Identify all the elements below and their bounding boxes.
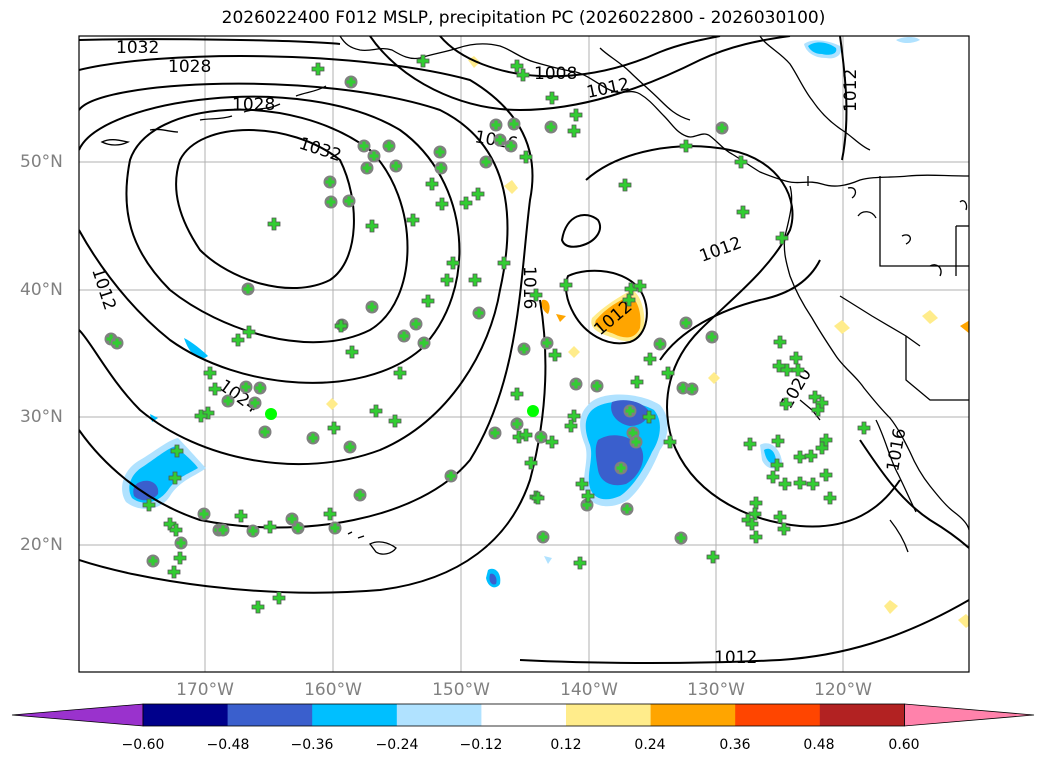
colorbar-tick: 0.48 xyxy=(803,737,835,753)
lat-label-20n: 20°N xyxy=(20,535,63,555)
isobar-label: 1028 xyxy=(168,57,211,77)
colorbar-segment xyxy=(481,704,567,726)
colorbar-segment xyxy=(227,704,313,726)
lon-label-130w: 130°W xyxy=(687,680,745,700)
colorbar-tick: −0.12 xyxy=(459,737,503,753)
station-markers xyxy=(104,54,871,614)
precipitation-shading xyxy=(122,37,969,628)
lon-label-150w: 150°W xyxy=(432,680,490,700)
colorbar-segment xyxy=(143,704,229,726)
map-layer: 1032 1028 1028 1032 1008 1012 1012 1012 … xyxy=(79,36,969,672)
lat-label-50n: 50°N xyxy=(20,152,63,172)
colorbar-tick: 0.36 xyxy=(719,737,751,753)
isobar-label: 1012 xyxy=(714,648,757,668)
lat-label-40n: 40°N xyxy=(20,280,63,300)
lon-label-140w: 140°W xyxy=(560,680,618,700)
isobar-label: 1012 xyxy=(841,69,861,112)
colorbar-extend-high xyxy=(904,703,1035,727)
lon-label-120w: 120°W xyxy=(814,680,872,700)
colorbar-segment xyxy=(819,704,905,726)
highlighted-station-marker xyxy=(527,405,539,417)
isobar-contours xyxy=(79,36,969,664)
colorbar-frame xyxy=(142,703,905,727)
colorbar-segment xyxy=(735,704,821,726)
colorbar-tick: −0.24 xyxy=(375,737,419,753)
colorbar-tick: −0.36 xyxy=(290,737,334,753)
colorbar-segment xyxy=(396,704,482,726)
lon-label-170w: 170°W xyxy=(176,680,234,700)
lat-label-30n: 30°N xyxy=(20,407,63,427)
colorbar-segment xyxy=(312,704,398,726)
colorbar-segments xyxy=(11,703,1035,727)
map-frame xyxy=(78,35,970,673)
colorbar-tick: −0.60 xyxy=(121,737,165,753)
isobar-label: 1028 xyxy=(232,95,275,115)
colorbar-tick: 0.60 xyxy=(888,737,920,753)
highlighted-station-marker xyxy=(265,408,277,420)
isobar-label: 1032 xyxy=(116,38,159,58)
colorbar-extend-low xyxy=(11,703,144,727)
colorbar-tick: 0.24 xyxy=(634,737,666,753)
colorbar-segment xyxy=(566,704,652,726)
colorbar-segment xyxy=(650,704,736,726)
lon-label-160w: 160°W xyxy=(304,680,362,700)
isobar-label: 1008 xyxy=(534,64,577,84)
colorbar-tick: −0.48 xyxy=(206,737,250,753)
coastlines xyxy=(100,36,969,555)
colorbar-tick: 0.12 xyxy=(550,737,582,753)
chart-title: 2026022400 F012 MSLP, precipitation PC (… xyxy=(221,8,826,28)
